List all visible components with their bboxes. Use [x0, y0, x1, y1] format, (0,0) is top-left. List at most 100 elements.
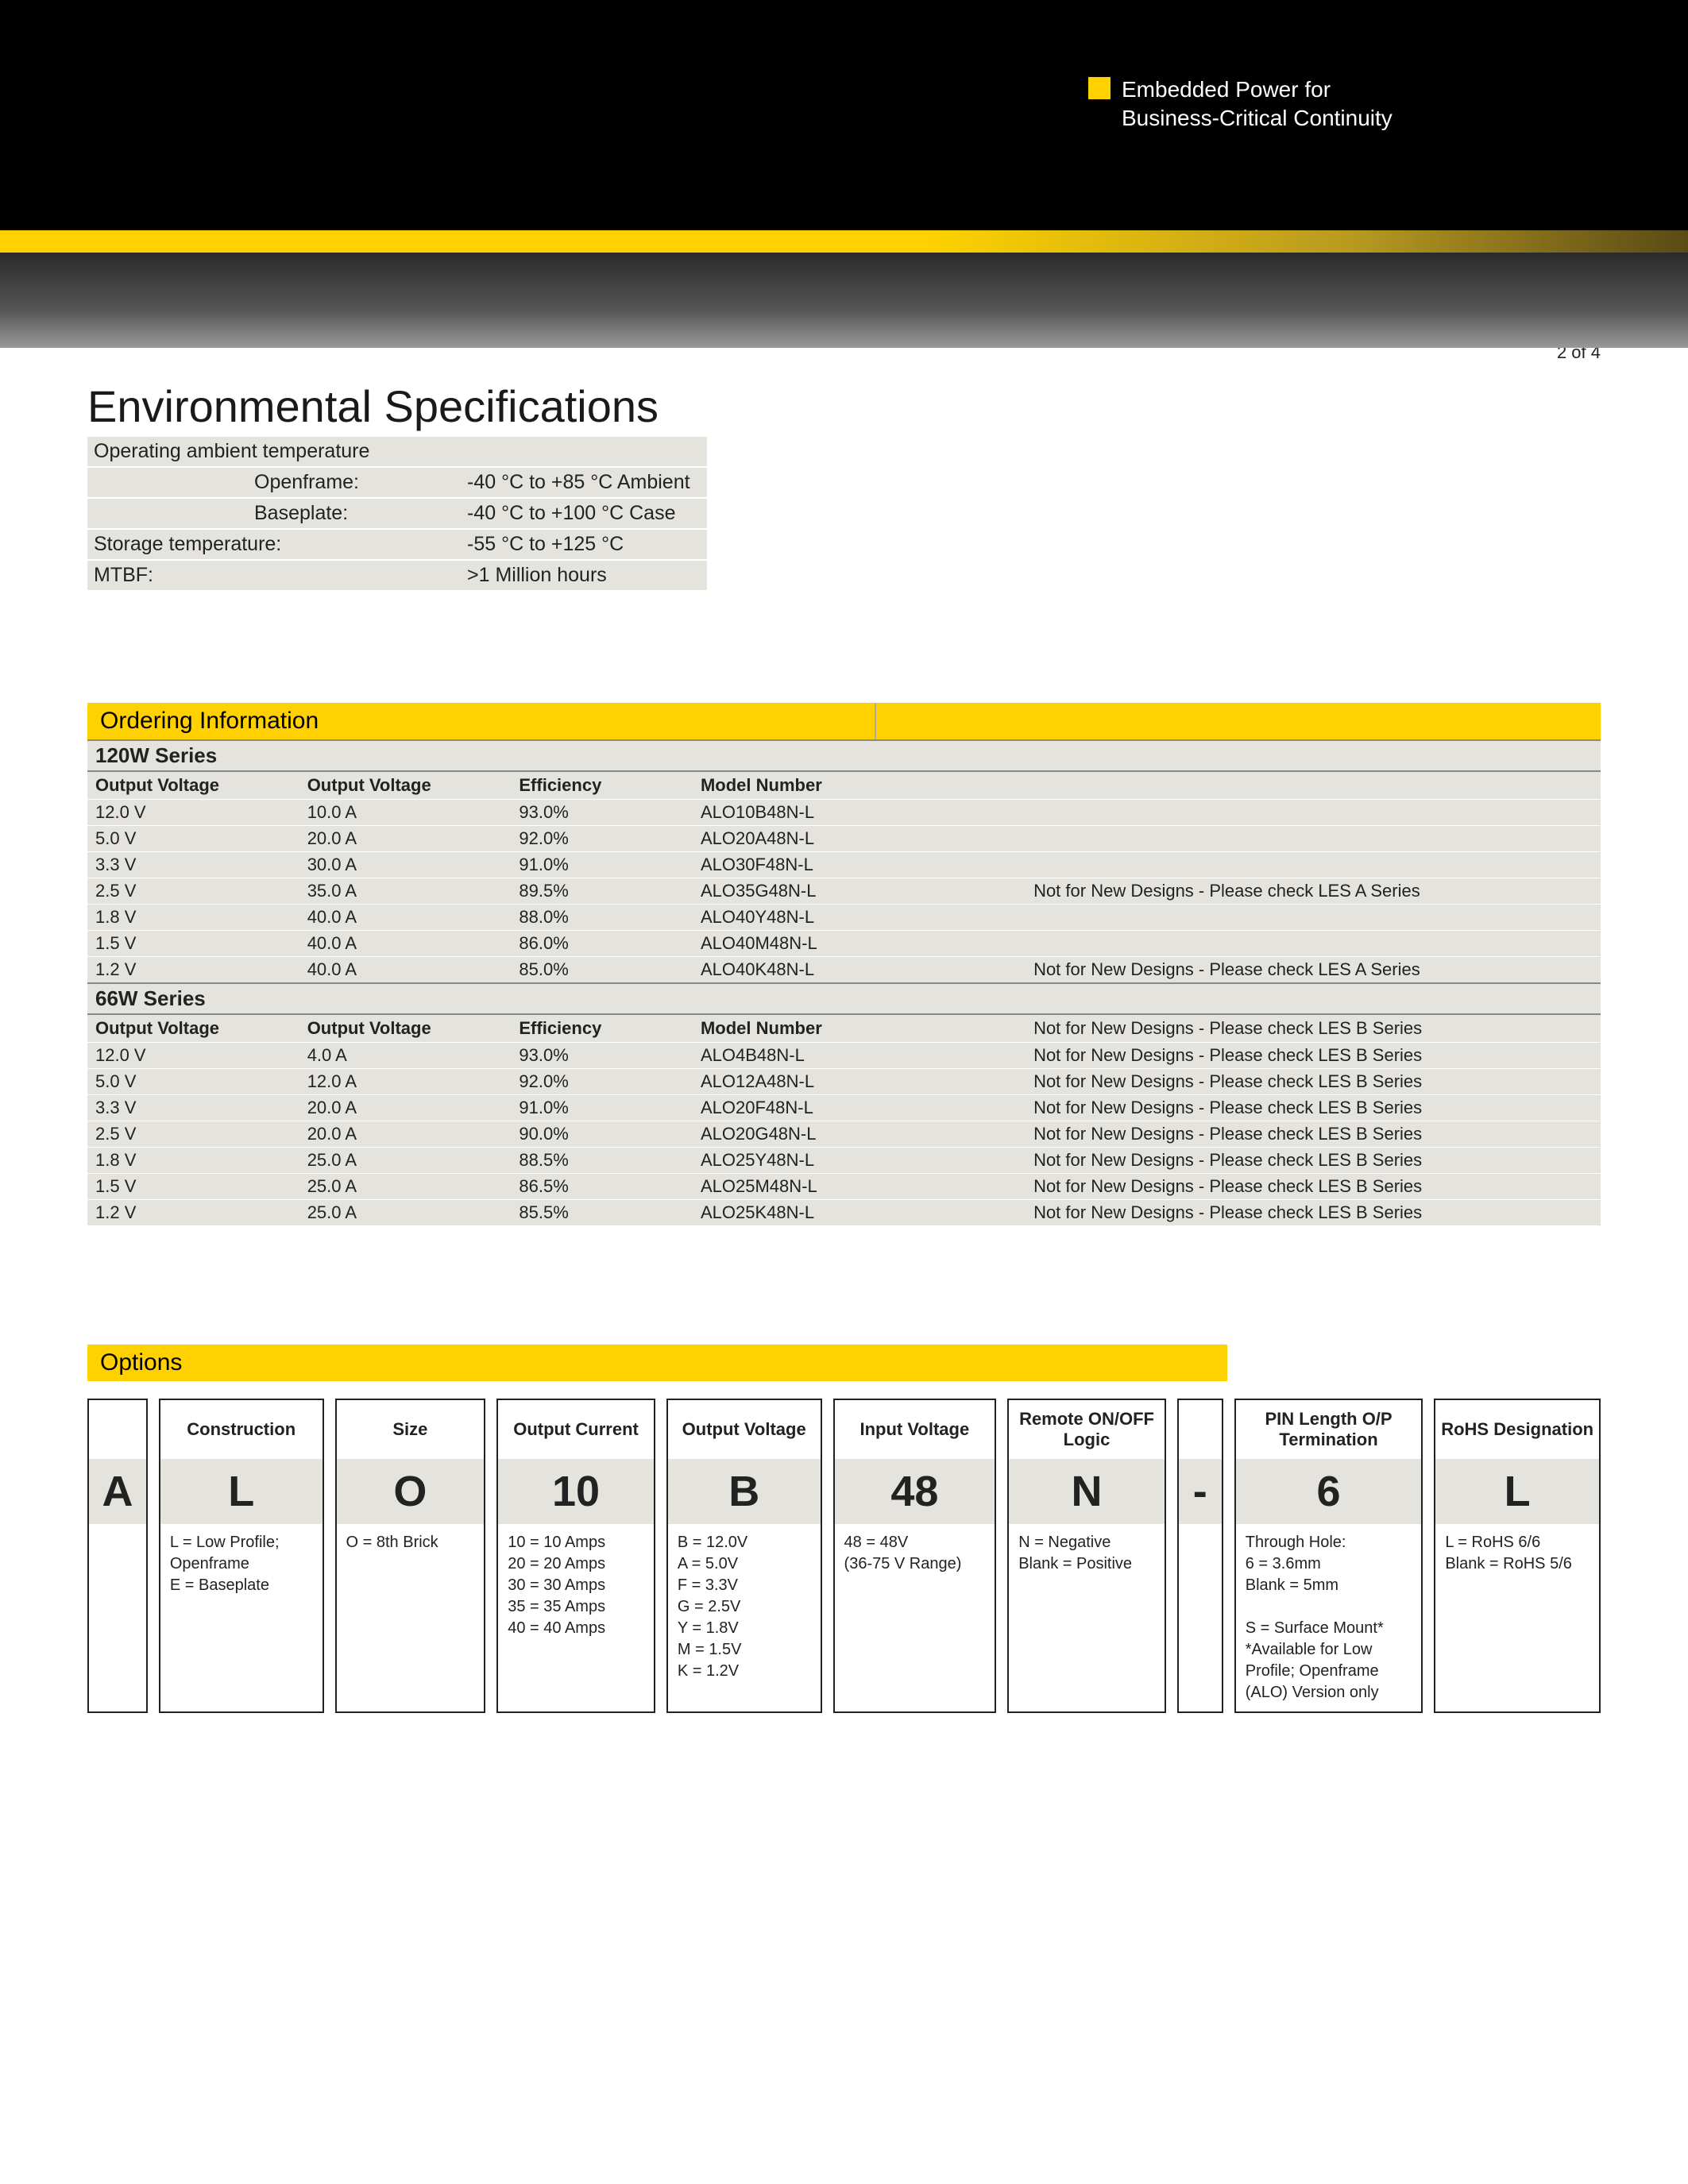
order-cell [1026, 826, 1601, 852]
order-cell: Not for New Designs - Please check LES B… [1026, 1148, 1601, 1174]
option-header [89, 1400, 146, 1459]
order-cell: 3.3 V [87, 852, 299, 878]
order-col-header: Output Voltage [87, 1014, 299, 1043]
env-row-value [461, 437, 707, 466]
order-cell: ALO12A48N-L [693, 1069, 1026, 1095]
option-desc: B = 12.0V A = 5.0V F = 3.3V G = 2.5V Y =… [668, 1524, 821, 1711]
order-cell: 91.0% [511, 1095, 693, 1121]
order-cell: 20.0 A [299, 1095, 512, 1121]
order-col-header: Efficiency [511, 1014, 693, 1043]
order-cell: 20.0 A [299, 826, 512, 852]
option-box: Output Current1010 = 10 Amps 20 = 20 Amp… [496, 1399, 655, 1713]
order-cell: Not for New Designs - Please check LES B… [1026, 1069, 1601, 1095]
order-cell: 90.0% [511, 1121, 693, 1148]
order-cell: 93.0% [511, 1043, 693, 1069]
option-header: PIN Length O/P Termination [1236, 1400, 1422, 1459]
order-cell: 25.0 A [299, 1148, 512, 1174]
order-cell: 1.8 V [87, 905, 299, 931]
order-cell: 20.0 A [299, 1121, 512, 1148]
options-title: Options [100, 1349, 182, 1376]
order-cell: 3.3 V [87, 1095, 299, 1121]
order-cell: Not for New Designs - Please check LES B… [1026, 1200, 1601, 1226]
order-cell: 1.5 V [87, 931, 299, 957]
env-row-label: MTBF: [87, 561, 461, 590]
order-cell: 25.0 A [299, 1200, 512, 1226]
option-box: Input Voltage4848 = 48V (36-75 V Range) [833, 1399, 997, 1713]
order-cell: ALO4B48N-L [693, 1043, 1026, 1069]
order-cell: Not for New Designs - Please check LES A… [1026, 957, 1601, 984]
order-col-header: Model Number [693, 771, 1026, 800]
order-cell: Not for New Designs - Please check LES A… [1026, 878, 1601, 905]
options-grid: AConstructionLL = Low Profile; Openframe… [87, 1399, 1601, 1713]
order-col-header: Output Voltage [87, 771, 299, 800]
order-cell: 2.5 V [87, 1121, 299, 1148]
order-cell: 5.0 V [87, 1069, 299, 1095]
order-cell: 12.0 V [87, 1043, 299, 1069]
order-cell: 10.0 A [299, 800, 512, 826]
order-cell: 2.5 V [87, 878, 299, 905]
option-header: Size [337, 1400, 485, 1459]
order-cell: ALO40Y48N-L [693, 905, 1026, 931]
ordering-table: 120W SeriesOutput VoltageOutput VoltageE… [87, 739, 1601, 1225]
order-cell [1026, 905, 1601, 931]
banner-tagline: Embedded Power for Business-Critical Con… [1088, 75, 1393, 133]
option-box: A [87, 1399, 148, 1713]
order-cell: 86.0% [511, 931, 693, 957]
option-box: ConstructionLL = Low Profile; Openframe … [159, 1399, 324, 1713]
option-desc: O = 8th Brick [337, 1524, 485, 1711]
option-desc: 48 = 48V (36-75 V Range) [835, 1524, 995, 1711]
order-cell: 1.5 V [87, 1174, 299, 1200]
order-cell: ALO25K48N-L [693, 1200, 1026, 1226]
option-box: Output VoltageBB = 12.0V A = 5.0V F = 3.… [666, 1399, 822, 1713]
order-cell: 93.0% [511, 800, 693, 826]
order-cell: 1.2 V [87, 957, 299, 984]
order-cell: 86.5% [511, 1174, 693, 1200]
order-cell: 25.0 A [299, 1174, 512, 1200]
env-row-value: -40 °C to +85 °C Ambient [461, 468, 707, 497]
env-row-label: Openframe: [87, 468, 461, 497]
order-cell: 5.0 V [87, 826, 299, 852]
order-cell: Not for New Designs - Please check LES B… [1026, 1121, 1601, 1148]
order-cell: ALO20F48N-L [693, 1095, 1026, 1121]
order-cell: 4.0 A [299, 1043, 512, 1069]
env-row-value: -40 °C to +100 °C Case [461, 499, 707, 528]
option-desc [1179, 1524, 1222, 1711]
order-series-name: 66W Series [87, 983, 1601, 1014]
order-cell: 12.0 V [87, 800, 299, 826]
order-col-header: Model Number [693, 1014, 1026, 1043]
order-cell: 89.5% [511, 878, 693, 905]
order-cell: ALO25Y48N-L [693, 1148, 1026, 1174]
option-box: RoHS DesignationLL = RoHS 6/6 Blank = Ro… [1434, 1399, 1601, 1713]
option-desc: L = RoHS 6/6 Blank = RoHS 5/6 [1435, 1524, 1599, 1711]
order-cell: 12.0 A [299, 1069, 512, 1095]
option-header: RoHS Designation [1435, 1400, 1599, 1459]
option-code: O [337, 1459, 485, 1524]
order-cell: 88.5% [511, 1148, 693, 1174]
option-box: Remote ON/OFF LogicNN = Negative Blank =… [1007, 1399, 1166, 1713]
order-col-header: Not for New Designs - Please check LES B… [1026, 1014, 1601, 1043]
order-cell: 88.0% [511, 905, 693, 931]
option-code: 10 [498, 1459, 654, 1524]
ordering-info-bar: Ordering Information [87, 703, 1601, 739]
page-content: Rev. 09.30.08_100 AEO/ALO25 Series 2 of … [0, 278, 1688, 1761]
option-header: Input Voltage [835, 1400, 995, 1459]
option-box: SizeOO = 8th Brick [335, 1399, 486, 1713]
tagline-line1: Embedded Power for [1122, 77, 1331, 102]
order-cell: ALO30F48N-L [693, 852, 1026, 878]
option-code: - [1179, 1459, 1222, 1524]
order-col-header: Efficiency [511, 771, 693, 800]
banner-yellow-strip [0, 230, 1688, 253]
option-header [1179, 1400, 1222, 1459]
option-desc: L = Low Profile; Openframe E = Baseplate [160, 1524, 323, 1711]
env-row-value: -55 °C to +125 °C [461, 530, 707, 559]
order-cell: 1.8 V [87, 1148, 299, 1174]
order-cell: 40.0 A [299, 905, 512, 931]
order-cell: Not for New Designs - Please check LES B… [1026, 1095, 1601, 1121]
order-cell: ALO40K48N-L [693, 957, 1026, 984]
order-col-header: Output Voltage [299, 1014, 512, 1043]
accent-square-icon [1088, 77, 1111, 99]
order-cell [1026, 852, 1601, 878]
order-cell: Not for New Designs - Please check LES B… [1026, 1174, 1601, 1200]
order-cell: 40.0 A [299, 957, 512, 984]
option-code: N [1009, 1459, 1165, 1524]
